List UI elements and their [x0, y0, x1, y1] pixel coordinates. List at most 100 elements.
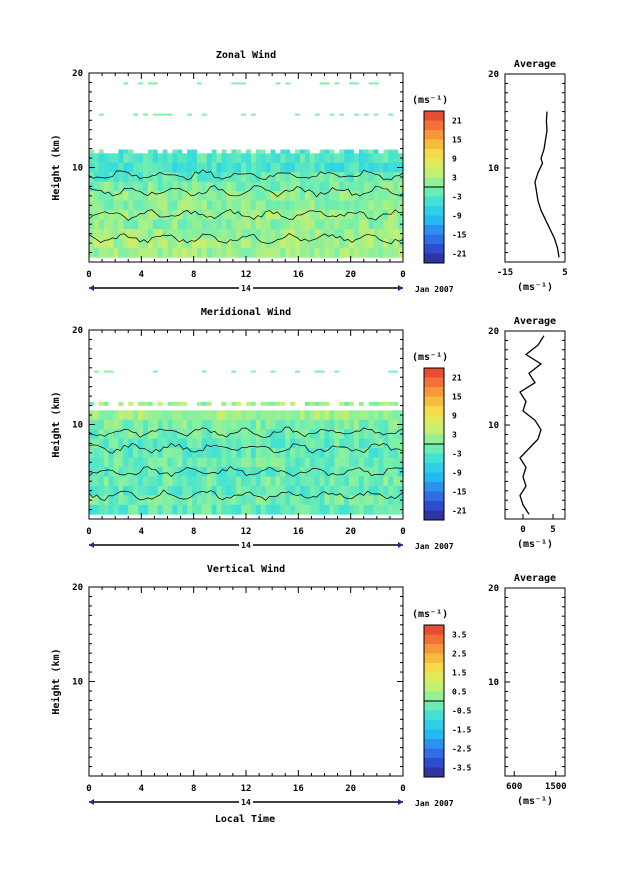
heatmap-cell [319, 247, 325, 258]
heatmap-cell [211, 149, 217, 154]
heatmap-cell [373, 495, 379, 506]
heatmap-cell [314, 419, 320, 430]
heatmap-cell [177, 153, 183, 164]
heatmap-cell [226, 419, 232, 430]
heatmap-cell [324, 457, 330, 468]
heatmap-cell [167, 153, 173, 164]
heatmap-cell [162, 504, 168, 515]
heatmap-cell [334, 457, 340, 468]
colorbar-tick-label: 15 [452, 136, 462, 145]
heatmap-cell [241, 495, 247, 506]
heatmap-cell [221, 467, 227, 477]
heatmap-cell [108, 370, 114, 373]
heatmap-cell [103, 181, 110, 192]
heatmap-cell [388, 210, 394, 220]
heatmap-cell [344, 448, 350, 458]
heatmap-cell [142, 181, 149, 192]
heatmap-cell [290, 467, 296, 477]
heatmap-cell [177, 181, 183, 192]
heatmap-cell [309, 476, 316, 487]
heatmap-cell [373, 247, 379, 258]
heatmap-cell [241, 476, 247, 487]
average-x-tick-label: 5 [562, 268, 567, 278]
heatmap-cell [270, 485, 276, 496]
heatmap-cell [118, 457, 124, 468]
heatmap-cell [344, 200, 350, 211]
heatmap-cell [290, 153, 296, 164]
heatmap-cell [295, 228, 301, 239]
heatmap-cell [241, 238, 247, 249]
heatmap-cell [319, 429, 325, 440]
colorbar-segment [424, 720, 444, 730]
heatmap-cell [344, 429, 350, 440]
heatmap-cell [128, 476, 134, 487]
heatmap-cell [118, 191, 124, 201]
heatmap-cell [378, 162, 384, 173]
heatmap-cell [255, 457, 262, 468]
colorbar-segment [424, 453, 444, 464]
heatmap-cell [280, 210, 286, 220]
heatmap-cell [329, 419, 335, 430]
heatmap-cell [344, 247, 350, 258]
heatmap-cell [192, 162, 198, 173]
heatmap-cell [108, 504, 114, 515]
heatmap-cell [172, 467, 178, 477]
heatmap-cell [349, 149, 354, 154]
heatmap-cell [383, 485, 389, 496]
heatmap-cell [172, 410, 178, 421]
heatmap-cell [133, 219, 139, 230]
heatmap-cell [314, 247, 320, 258]
heatmap-cell [128, 448, 134, 458]
heatmap-cell [329, 429, 335, 440]
heatmap-cell [182, 172, 188, 183]
contour-line [88, 489, 404, 501]
heatmap-cell [167, 476, 173, 487]
heatmap-cell [299, 457, 306, 468]
heatmap-cell [358, 504, 365, 515]
heatmap-cell [133, 410, 139, 421]
heatmap-cell [152, 457, 159, 468]
heatmap-cell [285, 457, 291, 468]
heatmap-cell [349, 504, 355, 515]
heatmap-cell [358, 247, 365, 258]
heatmap-cell [201, 200, 208, 211]
heatmap-cell [329, 410, 335, 421]
heatmap-cell [255, 467, 262, 477]
colorbar-segment [424, 158, 444, 169]
y-tick-label: 20 [72, 326, 83, 336]
colorbar-segment [424, 215, 444, 226]
heatmap-cell [319, 438, 325, 449]
heatmap-cell [324, 149, 330, 154]
date-bar-arrow-left [89, 542, 94, 548]
heatmap-cell [98, 448, 105, 458]
heatmap-cell [157, 485, 163, 496]
heatmap-cell [98, 504, 105, 515]
heatmap-cell [231, 247, 237, 258]
heatmap-cell [324, 419, 330, 430]
heatmap-cell [103, 228, 110, 239]
heatmap-cell [299, 448, 306, 458]
heatmap-cell [236, 153, 242, 164]
heatmap-cell [177, 191, 183, 201]
heatmap-cell [201, 401, 207, 406]
heatmap-cell [147, 162, 154, 173]
heatmap-cell [250, 401, 256, 406]
x-tick-label: 0 [86, 784, 91, 794]
heatmap-cell [299, 200, 306, 211]
average-profile-line [519, 335, 545, 515]
heatmap-cell [344, 153, 350, 164]
average-frame [504, 73, 566, 263]
heatmap-cell [167, 401, 173, 406]
heatmap-cell [314, 210, 320, 220]
heatmap-cell [177, 419, 183, 430]
heatmap-cell [128, 429, 134, 440]
heatmap-cell [329, 228, 335, 239]
colorbar-segment [424, 139, 444, 150]
heatmap-cell [192, 172, 198, 183]
heatmap-cell [152, 419, 159, 430]
heatmap-cell [363, 467, 370, 477]
heatmap-cell [206, 228, 213, 239]
heatmap-cell [349, 153, 355, 164]
